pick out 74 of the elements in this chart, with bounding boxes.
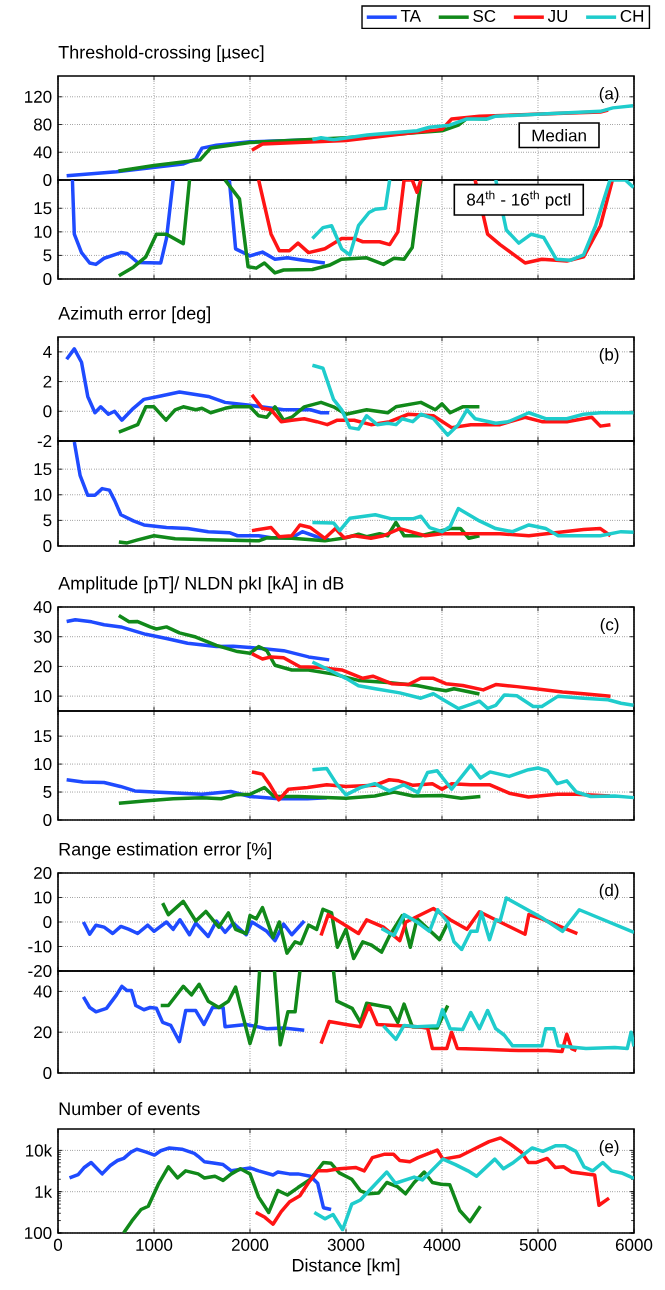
y-tick-label: 15 [34,730,52,743]
y-tick-label: 80 [33,118,52,131]
line-series [64,347,331,422]
legend-label: TA [400,10,421,22]
y-tick-label: 0 [43,1066,52,1080]
y-tick-label: 0 [43,915,52,929]
line-series [319,1003,579,1054]
x-tick-label: 2000 [231,1238,269,1251]
y-tick-label: 10 [34,488,52,501]
y-tick-label: 0 [43,272,52,286]
y-tick-label: 5 [43,514,52,527]
line-series [310,363,634,437]
y-tick-label: 15 [34,202,52,215]
line-series [67,1146,333,1212]
line-series [64,618,331,662]
y-tick-label: 40 [33,600,52,614]
y-tick-label: -10 [28,940,52,953]
line-series [310,104,634,142]
legend-label: CH [620,9,644,23]
x-tick-label: 1000 [136,1238,173,1251]
line-series [117,785,483,805]
y-tick-label: 5 [43,249,52,262]
line-series [250,651,613,698]
chart-title: Number of events [59,1101,200,1116]
y-tick-label: 0 [43,813,52,827]
y-tick-label: 120 [25,90,52,103]
y-tick-label: 10 [34,690,52,703]
x-tick-label: 0 [53,1238,63,1251]
y-tick-label: 20 [34,660,52,673]
chart-title: Threshold-crossing [µsec] [58,45,264,63]
x-tick-label: 4000 [423,1238,461,1251]
y-tick-label: -2 [37,435,52,447]
x-tick-label: 5000 [519,1238,557,1251]
y-tick-label: 5 [43,786,52,798]
y-tick-label: 1k [35,1185,53,1198]
annotation: Median [532,129,586,142]
chart-title: Range estimation error [%] [59,842,271,860]
y-tick-label: 0 [43,173,52,187]
x-tick-label: 6000 [615,1238,653,1251]
line-series [117,400,482,434]
line-series [250,523,613,541]
y-tick-label: 10 [34,225,52,238]
annotation: (b) [599,348,619,364]
legend-label: SC [473,9,496,23]
annotation: 84$^{th}$ - 16$^{th}$ pctl [467,190,571,209]
y-tick-label: 100 [25,1226,52,1240]
y-tick-label: -20 [28,964,52,978]
y-tick-label: 10 [34,891,52,904]
y-tick-label: 15 [34,463,52,476]
annotation: (c) [600,618,619,634]
line-series [160,899,450,961]
y-tick-label: 20 [34,866,52,880]
y-tick-label: 40 [33,146,52,159]
line-series [81,984,306,1044]
annotation: (d) [599,883,619,900]
x-axis-title: Distance [km] [292,1258,400,1276]
chart-title: Amplitude [pT]/ NLDN pkI [kA] in dB [58,576,344,594]
line-series [122,1160,483,1233]
y-tick-label: 4 [43,346,52,358]
line-series [310,763,634,800]
legend-label: JU [547,10,568,22]
annotation: (e) [599,1140,619,1156]
x-tick-label: 3000 [327,1238,365,1251]
y-tick-label: 10k [26,1144,53,1157]
y-tick-label: 2 [43,375,52,388]
y-tick-label: 0 [43,405,52,418]
line-series [310,660,634,711]
y-tick-label: 0 [43,539,52,553]
annotation: (a) [599,87,619,103]
y-tick-label: 10 [34,758,52,771]
y-tick-label: 40 [33,985,52,998]
chart-title: Azimuth error [deg] [58,306,210,324]
y-tick-label: 30 [33,630,52,643]
y-tick-label: 20 [34,1026,52,1039]
